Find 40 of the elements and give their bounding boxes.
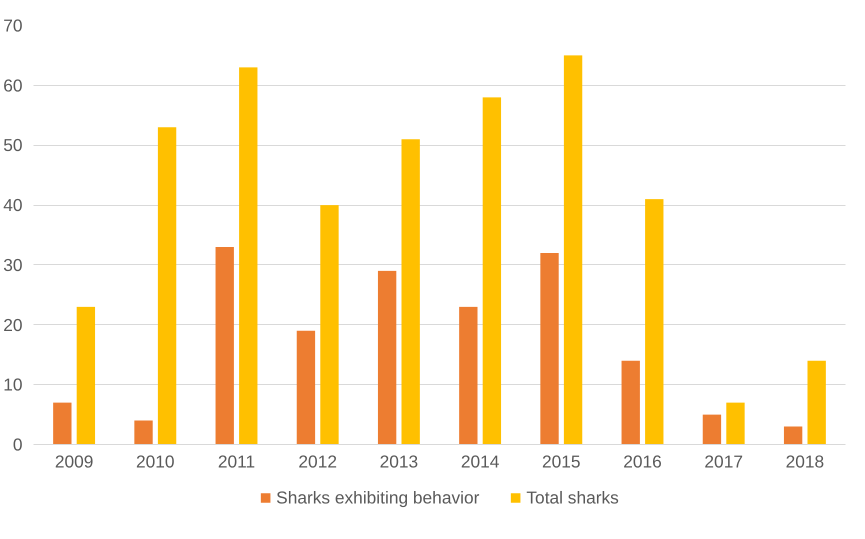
bar <box>76 306 96 444</box>
bar <box>296 330 316 444</box>
x-tick-label: 2016 <box>623 452 662 472</box>
x-tick-label: 2014 <box>460 452 500 472</box>
bar <box>807 360 826 444</box>
bar <box>622 360 640 444</box>
x-tick-label: 2010 <box>136 452 175 472</box>
bar <box>564 55 582 444</box>
bar <box>540 252 559 444</box>
bar <box>645 199 664 444</box>
x-tick-label: 2011 <box>218 452 256 472</box>
y-tick-label: 50 <box>3 135 23 156</box>
bar <box>378 270 396 444</box>
x-tick-label: 2018 <box>786 452 824 472</box>
legend-label: Total sharks <box>526 487 619 508</box>
y-tick-label: 10 <box>3 374 23 395</box>
y-tick-label: 70 <box>3 16 23 36</box>
bar <box>158 127 176 444</box>
legend-label: Sharks exhibiting behavior <box>276 487 480 508</box>
y-tick-label: 0 <box>12 434 23 454</box>
bar <box>134 420 153 444</box>
x-tick-label: 2012 <box>298 452 337 472</box>
bar <box>482 97 502 444</box>
x-tick-label: 2017 <box>704 452 743 472</box>
bar <box>320 205 339 444</box>
bar <box>726 402 745 444</box>
bar <box>239 67 258 444</box>
y-tick-label: 40 <box>3 195 23 216</box>
bar <box>784 426 802 444</box>
x-tick-label: 2013 <box>380 452 418 472</box>
y-tick-label: 60 <box>3 75 23 96</box>
bar <box>53 402 72 444</box>
x-tick-label: 2009 <box>54 452 94 472</box>
bar <box>459 306 478 444</box>
y-tick-label: 30 <box>3 254 23 275</box>
bar <box>401 139 420 444</box>
y-tick-label: 20 <box>3 314 23 335</box>
x-tick-label: 2015 <box>542 452 581 472</box>
bar <box>702 414 722 444</box>
bar <box>216 246 234 444</box>
